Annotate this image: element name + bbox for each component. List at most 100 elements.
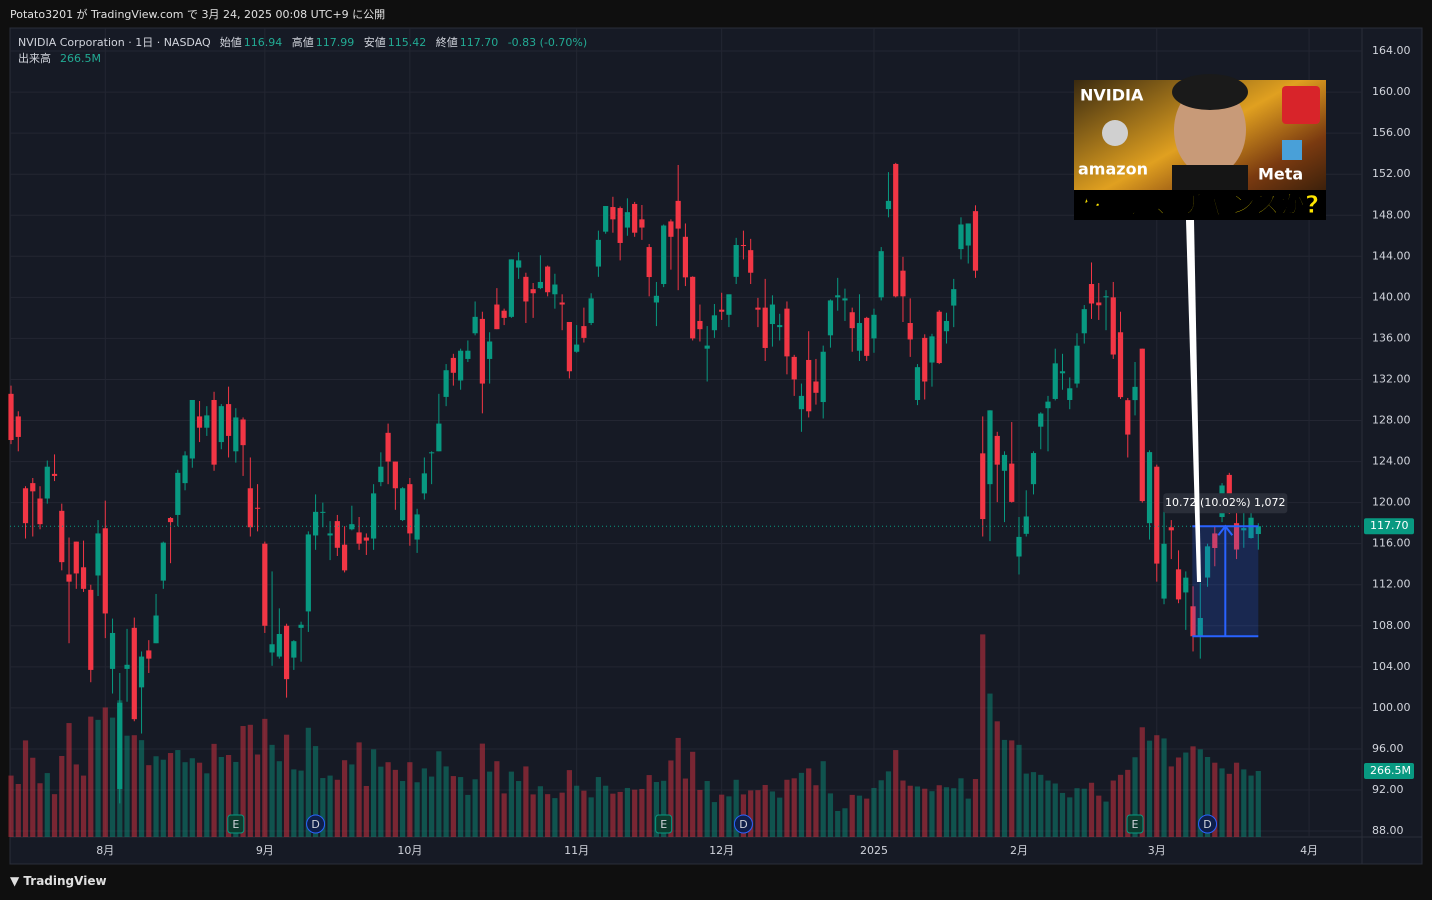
volume-bar	[697, 789, 703, 837]
volume-bar	[943, 787, 950, 837]
candle-body	[595, 239, 601, 267]
volume-bar	[1154, 735, 1160, 837]
volume-bar	[1103, 801, 1109, 837]
y-tick-label: 116.00	[1372, 537, 1411, 550]
x-tick-label: 2月	[1010, 844, 1028, 857]
volume-bar	[820, 761, 826, 837]
volume-bar	[1233, 762, 1240, 837]
volume-bar	[516, 781, 522, 837]
volume-bar	[334, 779, 340, 837]
candle-body	[153, 615, 159, 644]
volume-bar	[1038, 774, 1044, 837]
y-tick-label: 144.00	[1372, 249, 1411, 262]
candle-body	[639, 219, 645, 228]
candle-body	[1001, 454, 1008, 471]
volume-bar	[95, 719, 101, 837]
volume-bar	[1190, 746, 1196, 837]
thumbnail-caption: 株暴落、チャンスか?	[1081, 190, 1320, 219]
volume-bar	[1081, 788, 1087, 837]
candle-body	[1154, 466, 1160, 564]
volume-label: 出来高	[18, 52, 51, 65]
candle-body	[856, 323, 863, 351]
volume-bar	[429, 776, 435, 837]
candle-body	[1241, 528, 1247, 531]
volume-bar	[624, 787, 631, 837]
candle-body	[240, 419, 246, 446]
volume-bar	[682, 778, 689, 837]
volume-bar	[22, 740, 29, 837]
candle-body	[748, 250, 754, 273]
candle-body	[733, 245, 739, 277]
volume-bar	[1175, 757, 1182, 837]
y-tick-label: 160.00	[1372, 85, 1411, 98]
candle-body	[312, 511, 319, 536]
close-value: 117.70	[459, 36, 499, 49]
volume-bar	[559, 792, 565, 837]
volume-bar	[262, 718, 268, 837]
candle-body	[806, 359, 812, 412]
event-label: E	[232, 818, 239, 831]
candle-body	[356, 532, 362, 544]
candle-body	[1052, 363, 1058, 399]
volume-bar	[907, 785, 913, 837]
candle-body	[66, 574, 72, 582]
candle-body	[225, 404, 232, 436]
close-label: 終値	[435, 36, 458, 49]
volume-bar	[276, 761, 282, 837]
volume-bar	[871, 787, 877, 837]
candle-body	[987, 410, 993, 485]
published-line: Potato3201 が TradingView.com で 3月 24, 20…	[10, 8, 386, 21]
volume-bar	[189, 758, 195, 837]
candle-body	[537, 281, 543, 289]
candle-body	[516, 260, 522, 268]
volume-bar	[530, 794, 536, 837]
candle-body	[726, 294, 732, 315]
event-marker: D	[1198, 814, 1218, 834]
volume-bar	[44, 773, 50, 837]
candle-body	[690, 276, 696, 339]
volume-tag: 266.5M	[1370, 764, 1411, 777]
volume-bar	[951, 788, 957, 837]
caption-band	[1074, 190, 1326, 220]
volume-bar	[414, 782, 420, 837]
candle-body	[675, 200, 681, 229]
candle-body	[1204, 546, 1211, 578]
volume-bar	[849, 794, 855, 837]
candle-body	[951, 289, 957, 306]
candle-body	[501, 310, 507, 318]
y-tick-label: 128.00	[1372, 414, 1411, 427]
open-label: 始値	[219, 36, 242, 49]
symbol-title: NVIDIA Corporation · 1日 · NASDAQ	[18, 36, 211, 49]
candle-body	[487, 341, 493, 359]
candle-body	[1103, 296, 1109, 298]
candle-body	[893, 163, 899, 297]
volume-bar	[1001, 739, 1008, 837]
volume-bar	[30, 757, 36, 837]
candle-body	[603, 206, 609, 232]
candle-body	[958, 224, 964, 250]
candle-body	[320, 511, 326, 513]
apple-logo	[1102, 120, 1128, 146]
candle-body	[1132, 386, 1138, 401]
volume-bar	[835, 810, 841, 837]
candle-body	[421, 473, 427, 494]
event-label: E	[660, 818, 667, 831]
candle-body	[167, 518, 174, 523]
volume-bar	[1146, 740, 1153, 837]
volume-legend: 出来高 266.5M	[18, 51, 593, 67]
volume-bar	[436, 751, 442, 837]
event-label: D	[739, 818, 747, 831]
candle-body	[1197, 617, 1203, 637]
y-tick-label: 124.00	[1372, 455, 1411, 468]
volume-bar	[813, 785, 819, 837]
volume-bar	[610, 793, 616, 837]
volume-bar	[885, 771, 892, 837]
candle-body	[80, 567, 87, 589]
candle-body	[407, 484, 413, 534]
candle-body	[574, 344, 580, 352]
volume-bar	[980, 634, 986, 837]
legend-row: NVIDIA Corporation · 1日 · NASDAQ 始値 116.9…	[18, 35, 593, 51]
volume-bar	[1117, 774, 1124, 837]
candle-body	[450, 357, 456, 373]
volume-bar	[400, 781, 406, 837]
